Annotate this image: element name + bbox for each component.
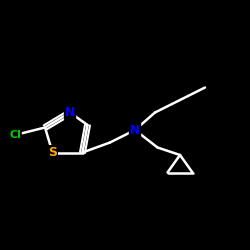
Text: Cl: Cl [9,130,21,140]
Text: N: N [130,124,140,136]
Text: N: N [65,106,75,119]
Text: S: S [48,146,57,159]
